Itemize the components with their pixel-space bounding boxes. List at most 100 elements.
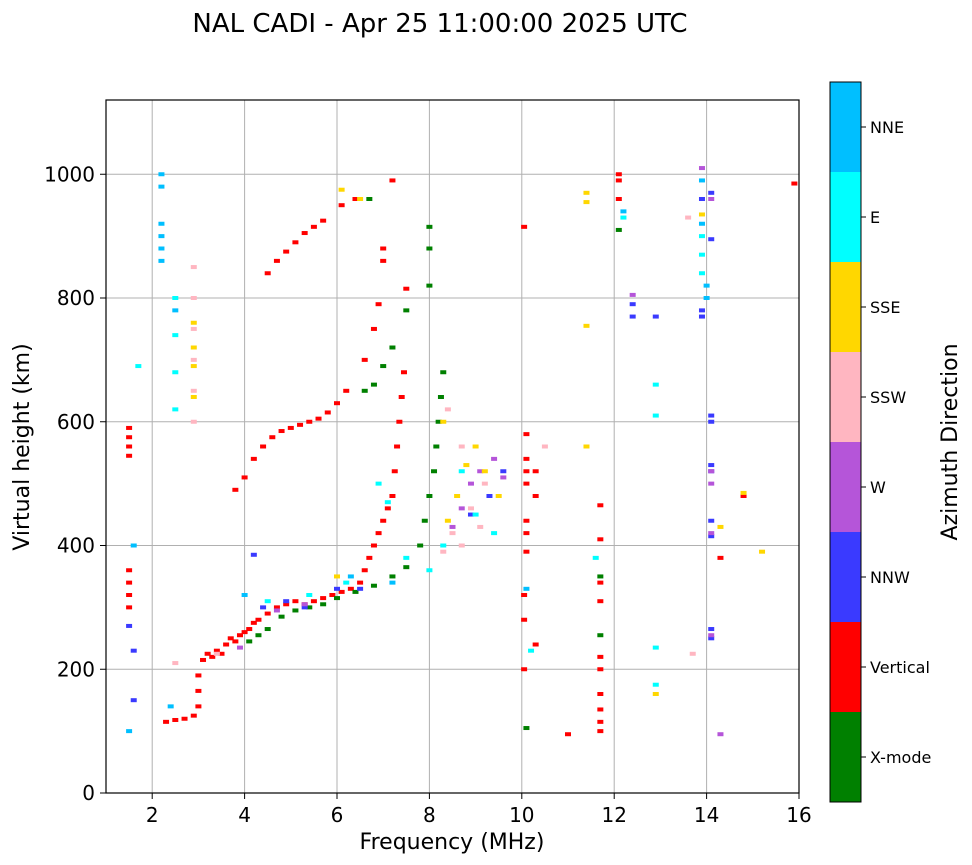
data-point-vertical <box>384 506 391 511</box>
data-point-vertical <box>264 611 271 616</box>
data-point-e <box>528 648 535 653</box>
colorbar-segment <box>830 172 861 262</box>
data-point-w <box>236 645 243 650</box>
data-point-w <box>708 197 715 201</box>
data-point-vertical <box>565 732 571 737</box>
data-point-vertical <box>403 286 410 291</box>
data-point-vertical <box>334 401 340 406</box>
y-tick-label: 800 <box>57 286 95 310</box>
data-point-sse <box>190 395 197 399</box>
data-point-vertical <box>597 729 604 734</box>
data-point-vertical <box>126 425 133 430</box>
data-point-e <box>620 215 627 220</box>
data-point-vertical <box>320 218 327 223</box>
data-point-vertical <box>523 518 530 523</box>
data-point-x-mode <box>597 574 604 579</box>
data-point-nnw <box>698 308 705 313</box>
data-point-vertical <box>597 707 604 712</box>
data-point-nnw <box>130 698 137 703</box>
axis-ticks-layer: 2 4 6 8 10 12 14 16 0 200 400 600 800 1000 <box>44 162 812 827</box>
y-axis-label: Virtual height (km) <box>10 343 35 550</box>
data-point-vertical <box>292 599 299 604</box>
data-point-vertical <box>283 249 290 254</box>
data-point-vertical <box>523 549 530 554</box>
data-point-e <box>652 682 659 687</box>
data-point-sse <box>334 574 340 579</box>
data-point-vertical <box>380 518 387 523</box>
data-point-e <box>472 512 479 517</box>
data-point-vertical <box>126 580 133 585</box>
data-point-nnw <box>357 586 364 591</box>
data-point-vertical <box>394 444 401 449</box>
data-point-vertical <box>343 388 350 393</box>
data-point-e <box>698 271 705 276</box>
data-point-x-mode <box>380 364 387 369</box>
data-point-sse <box>583 190 590 195</box>
y-tick-label: 400 <box>57 534 95 558</box>
data-point-nne <box>158 221 165 226</box>
y-tick-label: 200 <box>57 657 95 681</box>
data-point-vertical <box>223 642 230 647</box>
data-point-x-mode <box>370 382 377 387</box>
data-point-nnw <box>652 314 659 319</box>
data-point-sse <box>444 518 451 523</box>
data-point-nne <box>389 580 396 585</box>
data-point-vertical <box>301 231 308 236</box>
data-point-x-mode <box>320 602 327 607</box>
data-point-vertical <box>521 667 528 672</box>
data-point-ssw <box>477 524 484 529</box>
data-point-vertical <box>324 410 331 415</box>
data-point-x-mode <box>597 633 604 638</box>
data-point-x-mode <box>426 494 433 498</box>
data-point-vertical <box>218 651 225 656</box>
data-point-x-mode <box>426 246 433 251</box>
data-point-nne <box>698 178 705 183</box>
data-point-e <box>172 370 179 375</box>
data-point-e <box>264 599 271 604</box>
data-point-x-mode <box>366 197 373 201</box>
data-point-vertical <box>597 692 604 696</box>
data-point-ssw <box>481 481 488 486</box>
data-point-vertical <box>597 667 604 672</box>
data-point-vertical <box>532 642 539 647</box>
data-point-vertical <box>255 617 262 622</box>
data-point-sse <box>481 469 488 474</box>
data-point-nne <box>703 283 710 288</box>
data-point-sse <box>583 200 590 205</box>
data-point-vertical <box>236 633 243 638</box>
data-point-sse <box>583 323 590 328</box>
data-point-vertical <box>338 203 345 208</box>
data-point-vertical <box>172 717 179 722</box>
data-point-vertical <box>227 636 234 641</box>
x-tick-label: 12 <box>601 803 626 827</box>
data-point-vertical <box>181 716 188 721</box>
data-point-vertical <box>126 593 133 597</box>
data-point-e <box>458 469 465 474</box>
data-point-sse <box>740 490 747 495</box>
data-point-x-mode <box>389 574 396 579</box>
data-point-nnw <box>334 586 340 591</box>
data-point-vertical <box>380 258 387 263</box>
data-point-vertical <box>195 673 202 678</box>
data-point-nnw <box>698 314 705 319</box>
data-point-nnw <box>708 413 715 418</box>
data-point-x-mode <box>361 388 368 393</box>
data-point-nnw <box>708 636 715 641</box>
chart-title: NAL CADI - Apr 25 11:00:00 2025 UTC <box>192 9 687 39</box>
data-point-nne <box>523 586 530 591</box>
data-point-vertical <box>329 593 336 597</box>
data-point-vertical <box>597 537 604 542</box>
data-point-vertical <box>717 555 724 560</box>
data-point-e <box>384 500 391 505</box>
x-tick-label: 6 <box>331 803 344 827</box>
data-point-e <box>172 296 179 300</box>
data-point-nne <box>698 221 705 226</box>
data-point-w <box>708 469 715 474</box>
data-point-w <box>491 456 498 461</box>
data-point-vertical <box>391 469 398 474</box>
data-point-ssw <box>190 388 197 393</box>
colorbar-tick-label: NNW <box>870 568 910 587</box>
data-point-x-mode <box>352 589 359 594</box>
data-point-w <box>273 608 280 613</box>
